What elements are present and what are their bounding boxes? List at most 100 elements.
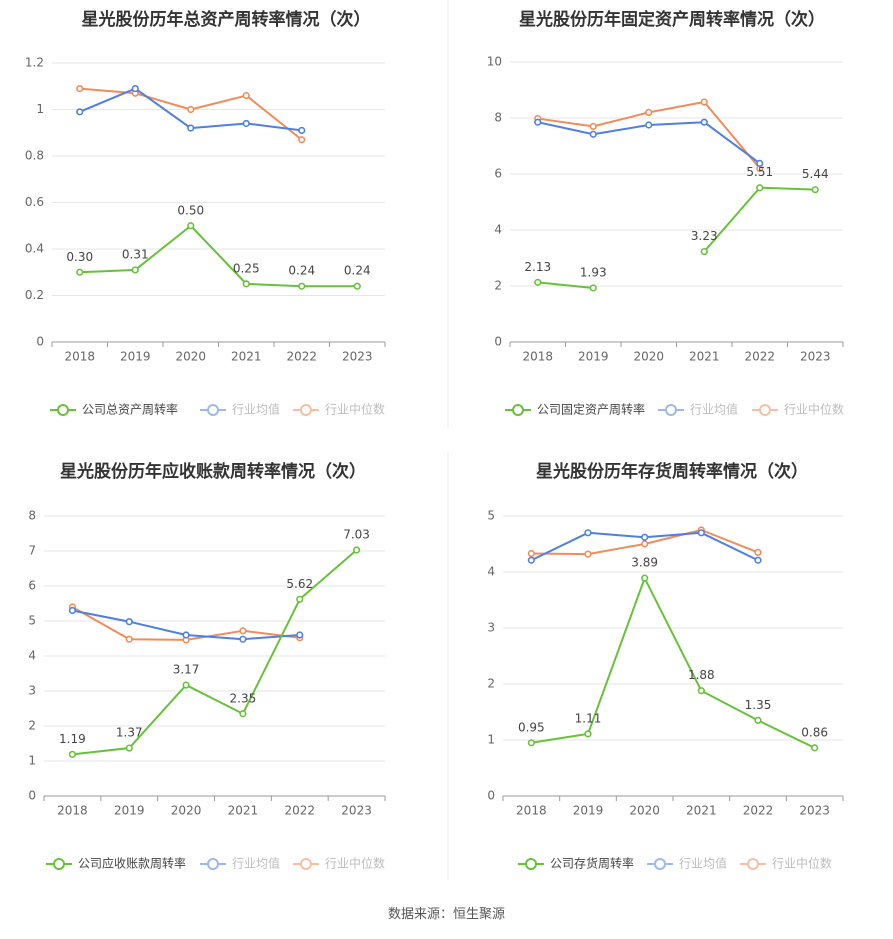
data-label: 0.25 — [233, 261, 260, 275]
data-point — [296, 631, 304, 639]
data-point — [700, 247, 708, 256]
data-point — [68, 606, 77, 615]
chart-panel-4: 星光股份历年存货周转率情况（次） 0 1 2 3 4 5 2018 2019 2020 2021 20… — [487, 461, 844, 871]
y-tick-label: 10 — [487, 55, 502, 69]
x-tick-label: 2022 — [744, 350, 775, 364]
data-point — [697, 529, 705, 537]
series-industry-avg — [68, 606, 304, 643]
data-point — [589, 122, 597, 130]
legend-label: 行业中位数 — [325, 856, 385, 871]
data-point — [353, 282, 361, 290]
data-point — [182, 681, 190, 689]
data-point — [182, 631, 190, 639]
data-label: 1.37 — [116, 726, 143, 740]
series-industry-avg — [527, 529, 762, 564]
x-tick-label: 2022 — [284, 804, 315, 818]
legend-swatch-marker — [300, 404, 312, 416]
y-tick-label: 5 — [487, 509, 495, 523]
data-point — [756, 184, 764, 192]
legend: 公司总资产周转率 行业均值 行业中位数 — [50, 402, 385, 417]
data-point — [125, 744, 133, 752]
y-tick-label: 0 — [28, 789, 36, 803]
data-label: 5.62 — [286, 577, 313, 591]
x-tick-label: 2018 — [522, 350, 553, 364]
data-label: 5.51 — [746, 165, 773, 179]
legend-swatch-marker — [759, 404, 771, 416]
x-tick-label: 2022 — [286, 350, 317, 364]
data-point — [242, 91, 250, 100]
chart-title: 星光股份历年存货周转率情况（次） — [536, 461, 808, 482]
y-tick-label: 0 — [494, 335, 502, 349]
y-tick-label: 0.6 — [25, 195, 44, 209]
data-point — [811, 186, 819, 194]
legend-label: 公司总资产周转率 — [82, 402, 178, 417]
y-tick-label: 0.2 — [25, 288, 44, 302]
y-tick-label: 8 — [494, 111, 502, 125]
legend-item-industry-median: 行业中位数 — [293, 856, 385, 871]
data-point — [68, 750, 77, 758]
data-point — [645, 108, 653, 116]
x-tick-label: 2018 — [516, 804, 547, 818]
y-tick-label: 0 — [36, 335, 44, 349]
chart-title: 星光股份历年固定资产周转率情况（次） — [519, 9, 825, 30]
data-point — [298, 136, 306, 144]
legend-label: 公司应收账款周转率 — [78, 856, 186, 871]
legend-item-industry-median: 行业中位数 — [752, 402, 844, 417]
legend-item-company: 公司存货周转率 — [518, 856, 634, 871]
data-label: 2.13 — [524, 260, 551, 274]
series-line — [79, 224, 358, 288]
legend-label: 行业均值 — [232, 856, 280, 871]
legend-swatch-marker — [525, 858, 537, 870]
y-tick-label: 0.4 — [25, 242, 44, 256]
data-point — [298, 126, 306, 135]
data-point — [527, 556, 535, 564]
series-industry-median — [76, 84, 306, 144]
data-point — [187, 124, 195, 132]
series-industry-avg — [534, 118, 764, 167]
y-tick-label: 4 — [494, 223, 502, 237]
data-label: 0.24 — [344, 264, 371, 278]
x-tick-label: 2019 — [578, 350, 609, 364]
series-line — [703, 186, 816, 253]
data-label: 5.44 — [802, 167, 829, 181]
series-line — [79, 87, 303, 141]
y-tick-label: 8 — [28, 509, 36, 523]
series-industry-median — [534, 98, 764, 172]
data-point — [641, 540, 649, 548]
x-tick-label: 2023 — [799, 804, 830, 818]
legend-swatch-marker — [57, 404, 69, 416]
chart-title: 星光股份历年总资产周转率情况（次） — [82, 9, 371, 30]
y-tick-label: 4 — [28, 649, 36, 663]
legend-label: 公司存货周转率 — [550, 856, 634, 871]
data-point — [239, 627, 247, 635]
data-point — [754, 716, 762, 725]
data-source-caption: 数据来源：恒生聚源 — [387, 907, 505, 922]
x-tick-label: 2023 — [342, 350, 373, 364]
legend: 公司存货周转率 行业均值 行业中位数 — [518, 856, 832, 871]
legend-label: 公司固定资产周转率 — [537, 402, 645, 417]
chart-panel-1: 星光股份历年总资产周转率情况（次） 0 0.2 0.4 0.6 0.8 1 1.2 2018 20… — [25, 9, 386, 417]
data-point — [187, 222, 195, 230]
x-tick-label: 2021 — [686, 804, 717, 818]
legend-label: 行业均值 — [679, 856, 727, 871]
legend-swatch-marker — [207, 858, 219, 870]
data-label: 1.93 — [580, 265, 607, 279]
legend-item-industry-avg: 行业均值 — [658, 402, 738, 417]
legend-swatch-marker — [654, 858, 666, 870]
data-point — [700, 118, 708, 126]
x-tick-label: 2018 — [57, 804, 88, 818]
data-point — [527, 739, 535, 747]
data-label: 0.50 — [177, 203, 204, 217]
x-tick-label: 2020 — [171, 804, 202, 818]
y-tick-label: 2 — [28, 719, 36, 733]
x-tick-label: 2023 — [341, 804, 372, 818]
series-line — [537, 281, 594, 289]
data-point — [76, 108, 84, 116]
data-point — [76, 268, 84, 276]
y-tick-label: 1.2 — [25, 56, 44, 70]
data-point — [700, 98, 708, 106]
legend-item-industry-avg: 行业均值 — [647, 856, 727, 871]
y-tick-label: 1 — [487, 733, 495, 747]
legend-swatch-marker — [747, 858, 759, 870]
